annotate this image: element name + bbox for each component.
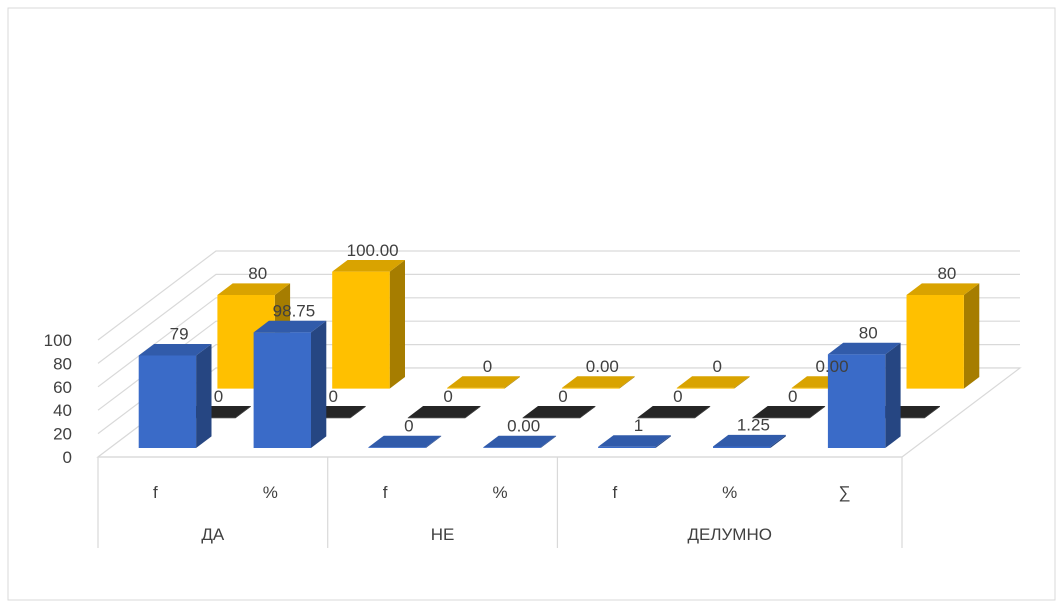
bar-1-3 (368, 435, 442, 448)
bar-3-5 (676, 376, 750, 389)
x-tick-label: f (153, 483, 158, 502)
data-label: 0 (443, 387, 452, 406)
bar-3-2 (332, 260, 405, 389)
bar-3-7 (906, 283, 980, 389)
x-tick-label: f (612, 483, 617, 502)
gridline (97, 297, 1020, 388)
y-tick-label: 100 (44, 331, 72, 350)
y-tick-label: 60 (53, 378, 72, 397)
x-tick-label: % (492, 483, 507, 502)
bar-2-4 (522, 406, 596, 419)
data-label: 0.00 (507, 416, 540, 435)
data-label: 80 (248, 264, 267, 283)
y-tick-label: 0 (63, 448, 72, 467)
bar-1-7 (827, 342, 901, 448)
data-label: 79 (170, 325, 189, 344)
data-label: 98.75 (273, 302, 316, 321)
data-labels: 80 100.00 0 0.00 0 0.00 80 0 0 0 0 0 0 79 98.75 0 0.00 1 1… (170, 241, 957, 436)
data-label: 0 (788, 387, 797, 406)
data-label: 80 (937, 264, 956, 283)
bar-3-4 (561, 376, 635, 389)
data-label: 0 (712, 357, 721, 376)
bar-3-3 (447, 376, 520, 389)
x-tick-label: % (722, 483, 737, 502)
y-tick-label: 80 (53, 354, 72, 373)
bar-1-5 (598, 435, 671, 448)
data-label: 0.00 (816, 357, 849, 376)
x-tick-label: % (263, 483, 278, 502)
group-label: ДА (201, 525, 225, 544)
data-label: 100.00 (347, 241, 399, 260)
data-label: 0 (214, 387, 223, 406)
group-label: НЕ (431, 525, 455, 544)
bar-1-6 (713, 434, 786, 448)
data-label: 0 (558, 387, 567, 406)
bars (138, 260, 980, 448)
bar-1-4 (483, 435, 557, 448)
bar-2-6 (752, 406, 826, 419)
data-label: 0 (483, 357, 492, 376)
data-label: 0 (673, 387, 682, 406)
bar-2-3 (407, 406, 481, 419)
x-tick-label: ∑ (839, 483, 851, 502)
gridline (97, 344, 1020, 435)
data-label: 0 (329, 387, 338, 406)
gridline (97, 250, 1020, 341)
y-tick-label: 40 (53, 401, 72, 420)
bar-1-1 (138, 344, 212, 448)
gridline (97, 320, 1020, 411)
gridline (97, 273, 1020, 364)
data-label: 0 (404, 416, 413, 435)
bar-1-2 (253, 320, 327, 448)
data-label: 1.25 (737, 416, 770, 435)
y-tick-label: 20 (53, 425, 72, 444)
group-label: ДЕЛУМНО (687, 525, 771, 544)
data-label: 0.00 (586, 357, 619, 376)
chart-area (7, 7, 1056, 601)
bar-2-5 (637, 406, 711, 419)
x-tick-label: f (383, 483, 388, 502)
data-label: 80 (859, 324, 878, 343)
data-label: 1 (634, 416, 643, 435)
